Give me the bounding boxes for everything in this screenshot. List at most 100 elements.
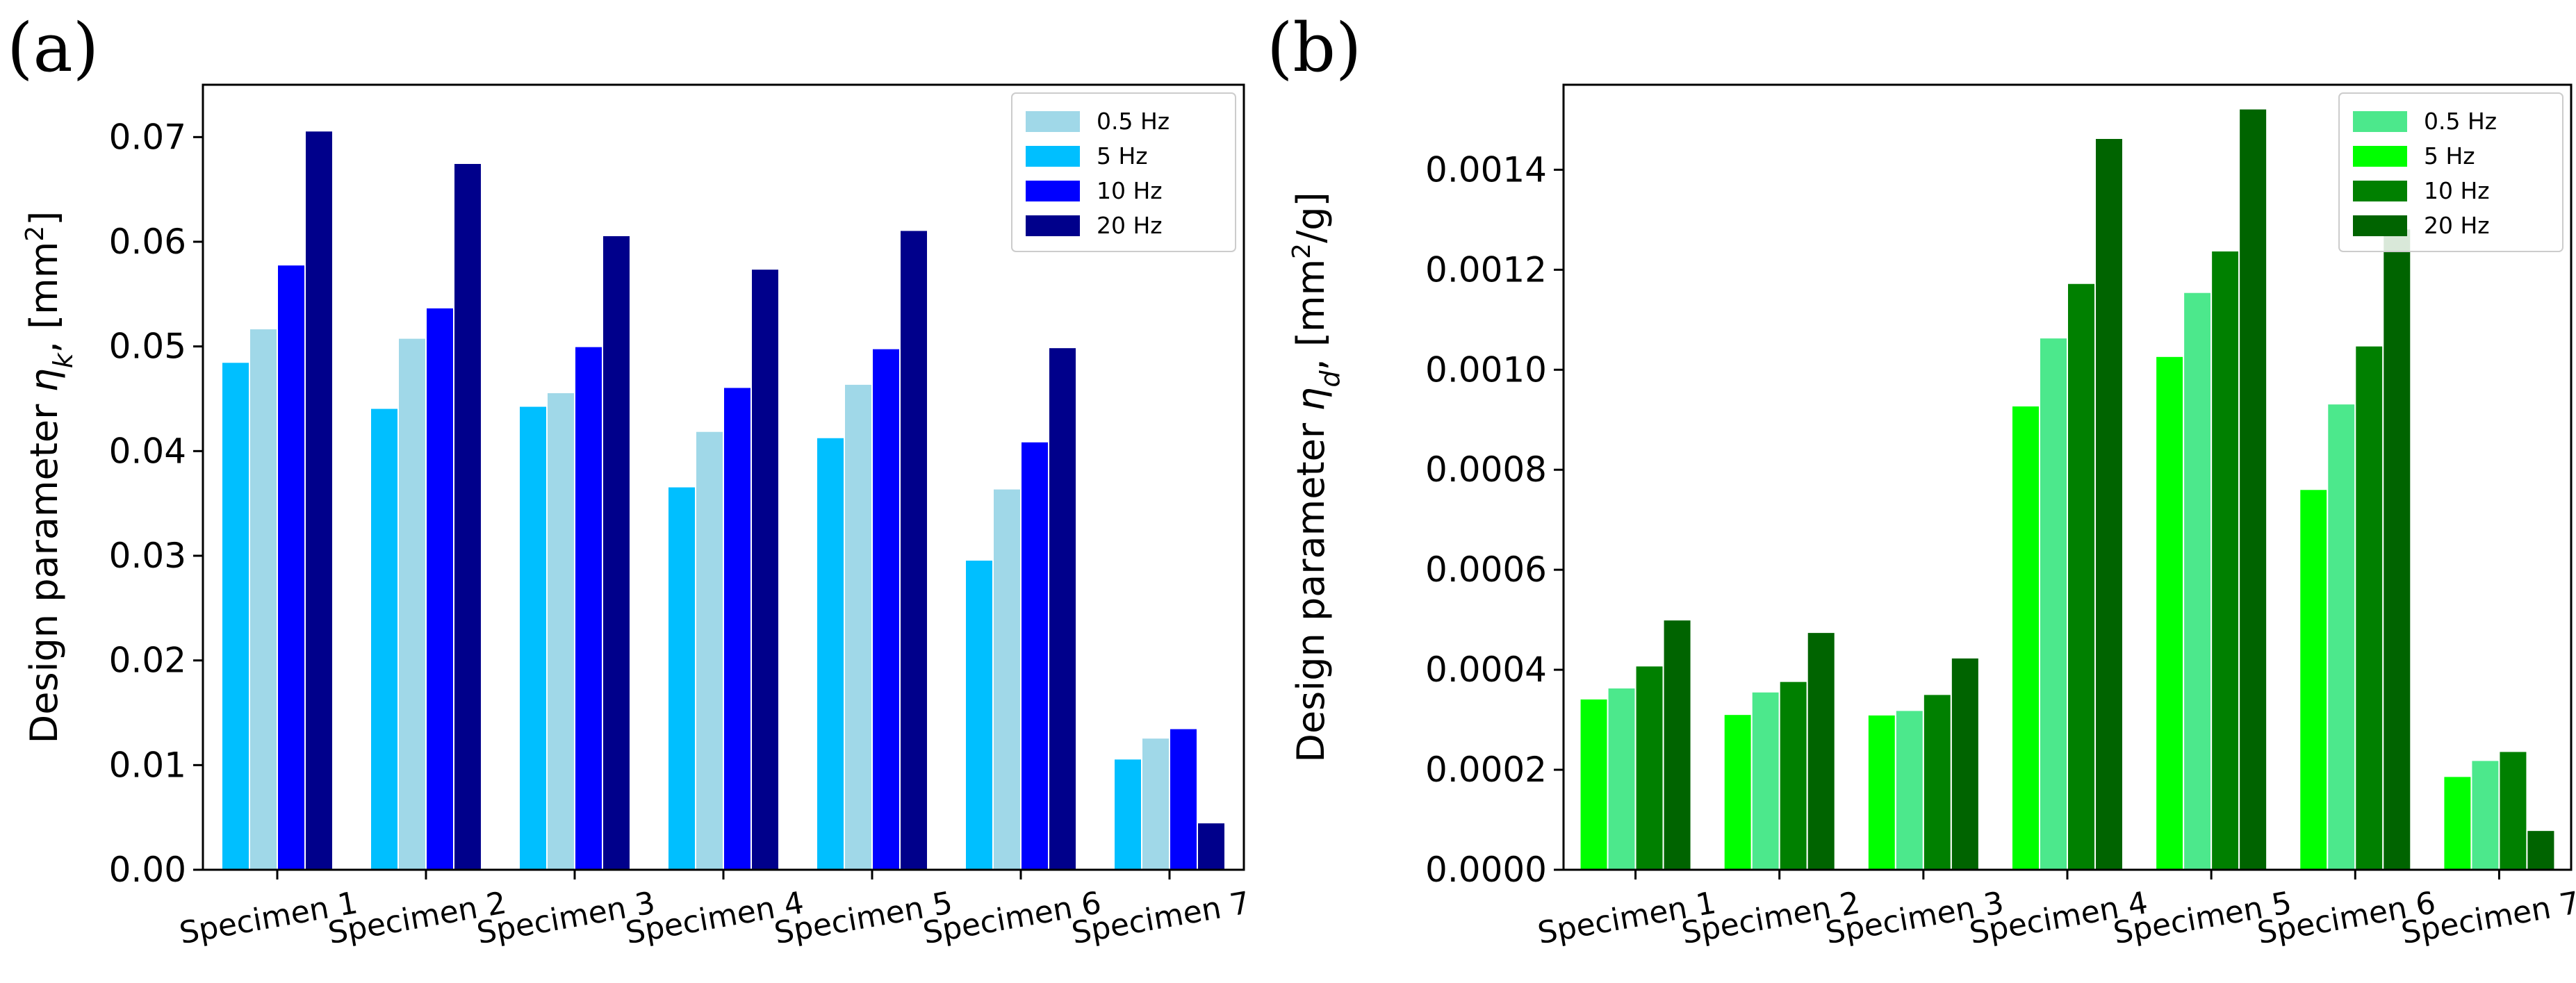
bar-20-hz-4 [750, 268, 780, 870]
bar-20-hz-1 [1662, 619, 1692, 870]
legend-label: 20 Hz [1097, 212, 1163, 239]
legend-box [2338, 92, 2563, 252]
legend: 0.5 Hz 5 Hz 10 Hz 20 Hz [1011, 92, 1236, 252]
bar-20-hz-1 [304, 130, 334, 870]
legend-swatch [1026, 215, 1080, 236]
bar-20-hz-6 [2382, 228, 2412, 870]
bar-0-5-hz-7 [2470, 759, 2500, 871]
bar-20-hz-2 [453, 163, 482, 870]
y-tick-label: 0.0010 [1425, 349, 1547, 390]
y-tick-label: 0.0002 [1425, 750, 1547, 790]
bar-5-hz-4 [667, 486, 696, 870]
panel-label: (b) [1267, 9, 1361, 87]
y-tick-label: 0.07 [109, 117, 186, 157]
bar-5-hz-7 [2443, 775, 2472, 870]
bar-10-hz-5 [871, 347, 901, 870]
bar-0-5-hz-2 [397, 337, 427, 870]
legend-swatch [1026, 181, 1080, 201]
bar-10-hz-1 [277, 264, 306, 870]
bar-20-hz-3 [602, 234, 631, 870]
bar-0-5-hz-1 [249, 328, 278, 870]
bar-0-5-hz-6 [992, 488, 1022, 870]
bar-10-hz-1 [1634, 665, 1664, 870]
plot-frame [202, 83, 1245, 871]
bar-0-5-hz-7 [1141, 737, 1170, 871]
bar-5-hz-2 [370, 407, 399, 870]
bar-5-hz-1 [221, 361, 250, 870]
legend-swatch [2353, 111, 2407, 132]
bar-5-hz-2 [1723, 713, 1753, 870]
plot-frame [1562, 83, 2573, 871]
y-axis-title: Design parameter ηk, [mm2] [21, 211, 79, 744]
legend-swatch [2353, 181, 2407, 201]
legend-label: 20 Hz [2424, 212, 2490, 239]
legend-box [1011, 92, 1236, 252]
bar-5-hz-6 [2299, 488, 2329, 870]
bar-5-hz-4 [2011, 405, 2040, 870]
bar-10-hz-4 [723, 386, 752, 870]
bar-10-hz-6 [1020, 440, 1049, 870]
bar-20-hz-7 [1197, 822, 1226, 870]
y-tick-label: 0.05 [109, 327, 186, 367]
bar-10-hz-7 [1169, 727, 1198, 870]
bar-0-5-hz-6 [2327, 403, 2356, 870]
y-tick-label: 0.0000 [1425, 850, 1547, 890]
y-tick-label: 0.00 [109, 850, 186, 890]
bar-10-hz-7 [2498, 750, 2528, 871]
bar-10-hz-3 [574, 345, 603, 870]
legend: 0.5 Hz 5 Hz 10 Hz 20 Hz [2338, 92, 2563, 252]
bar-0-5-hz-3 [546, 391, 575, 870]
bar-0-5-hz-3 [1894, 709, 1924, 870]
legend-swatch [2353, 146, 2407, 167]
panel-label: (a) [7, 9, 99, 87]
bar-0-5-hz-5 [844, 383, 873, 870]
y-tick-label: 0.0004 [1425, 650, 1547, 690]
chart-panel-a: (a)0.000.010.020.030.040.050.060.07Speci… [7, 9, 1253, 951]
bar-10-hz-2 [1778, 680, 1808, 871]
y-tick-label: 0.0008 [1425, 449, 1547, 490]
bar-10-hz-6 [2354, 345, 2384, 870]
bar-20-hz-5 [899, 229, 928, 870]
bar-20-hz-6 [1048, 347, 1077, 870]
bar-20-hz-5 [2238, 108, 2268, 871]
legend-label: 10 Hz [2424, 177, 2490, 204]
bar-5-hz-1 [1579, 697, 1609, 870]
bar-5-hz-6 [965, 559, 994, 870]
chart-panel-b: (b) 0.0000 0.0002 0.0004 0.0006 0.0008 0.0010 0… [1267, 9, 2576, 951]
bar-5-hz-3 [1867, 713, 1896, 871]
bar-10-hz-2 [425, 306, 454, 871]
bar-0-5-hz-1 [1607, 687, 1636, 871]
bar-20-hz-7 [2526, 829, 2556, 871]
y-tick-label: 0.03 [109, 536, 186, 576]
bar-10-hz-3 [1922, 693, 1952, 871]
legend-swatch [1026, 146, 1080, 167]
bar-5-hz-7 [1113, 758, 1142, 870]
y-tick-label: 0.04 [109, 431, 186, 471]
y-tick-label: 0.0006 [1425, 550, 1547, 590]
legend-swatch [2353, 215, 2407, 236]
bar-0-5-hz-4 [695, 430, 724, 870]
legend-label: 0.5 Hz [1097, 108, 1170, 135]
bar-0-5-hz-4 [2039, 337, 2068, 870]
bar-10-hz-4 [2067, 282, 2096, 871]
bar-20-hz-4 [2094, 138, 2124, 871]
legend-label: 5 Hz [2424, 142, 2475, 170]
bar-5-hz-5 [816, 436, 845, 870]
bar-0-5-hz-5 [2183, 291, 2213, 870]
y-tick-label: 0.0014 [1425, 149, 1547, 190]
y-tick-label: 0.01 [109, 745, 186, 785]
legend-label: 5 Hz [1097, 142, 1148, 170]
bar-10-hz-5 [2210, 249, 2240, 870]
y-axis-title: Design parameter ηd, [mm2/g] [1288, 192, 1346, 762]
bar-5-hz-5 [2155, 355, 2185, 870]
legend-swatch [1026, 111, 1080, 132]
y-tick-label: 0.02 [109, 641, 186, 681]
y-tick-label: 0.0012 [1425, 249, 1547, 290]
bar-20-hz-3 [1950, 656, 1980, 870]
bar-5-hz-3 [518, 405, 548, 870]
bar-0-5-hz-2 [1750, 691, 1780, 870]
bar-20-hz-2 [1806, 631, 1836, 870]
legend-label: 0.5 Hz [2424, 108, 2497, 135]
legend-label: 10 Hz [1097, 177, 1163, 204]
